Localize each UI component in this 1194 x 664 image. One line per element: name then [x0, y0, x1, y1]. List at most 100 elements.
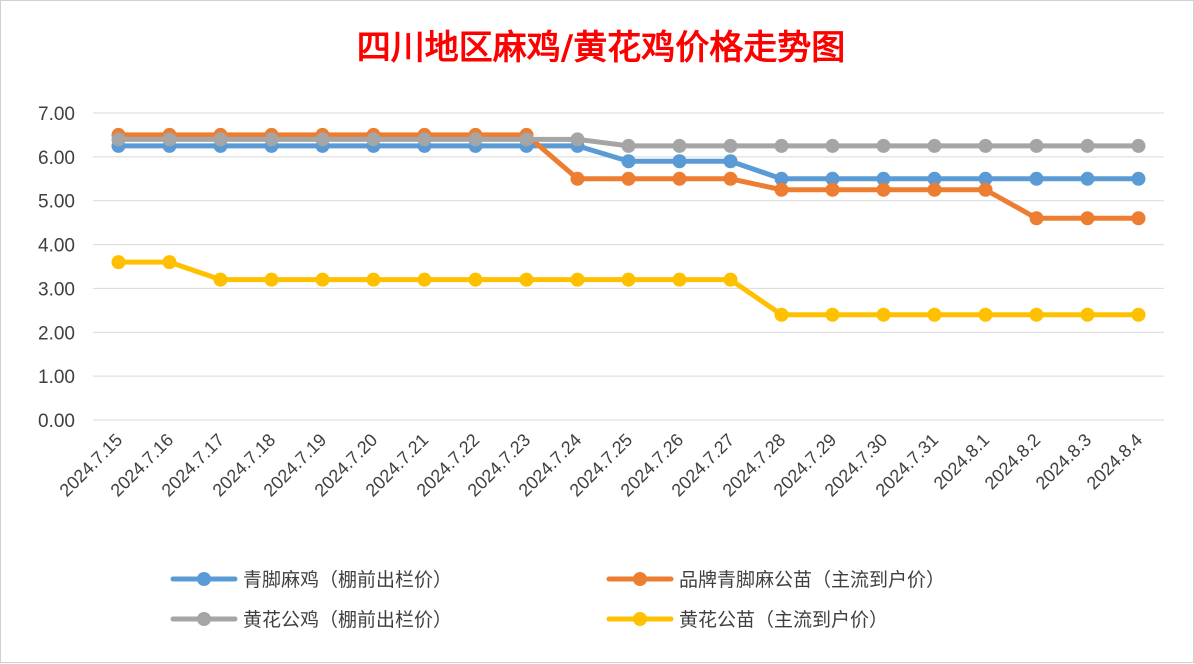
data-point: [876, 138, 891, 153]
data-point: [570, 132, 585, 147]
data-point: [774, 307, 789, 322]
legend-swatch-marker: [197, 612, 211, 626]
legend-item: 黄花公鸡（棚前出栏价）: [170, 609, 452, 631]
data-point: [825, 182, 840, 197]
legend-label: 品牌青脚麻公苗（主流到户价）: [679, 569, 945, 591]
data-point: [1131, 171, 1146, 186]
x-tick-label: 2024.8.2: [981, 430, 1045, 494]
series-3: [111, 132, 1146, 153]
series-lines: [111, 127, 1146, 322]
data-point: [672, 154, 687, 169]
data-point: [1029, 307, 1044, 322]
data-point: [723, 138, 738, 153]
series-4: [111, 255, 1146, 322]
y-tick-label: 6.00: [38, 148, 75, 169]
data-point: [1080, 171, 1095, 186]
data-point: [1029, 171, 1044, 186]
data-point: [1029, 211, 1044, 226]
data-point: [723, 171, 738, 186]
x-tick-label: 2024.8.4: [1083, 430, 1147, 494]
data-point: [213, 272, 228, 287]
data-point: [876, 307, 891, 322]
legend: 青脚麻鸡（棚前出栏价） 品牌青脚麻公苗（主流到户价） 黄花公鸡（棚前出栏价） 黄花公苗…: [170, 569, 945, 631]
data-point: [264, 132, 279, 147]
data-point: [162, 255, 177, 270]
data-point: [723, 272, 738, 287]
legend-label: 黄花公苗（主流到户价）: [679, 609, 888, 631]
data-point: [621, 272, 636, 287]
data-point: [1131, 138, 1146, 153]
data-point: [825, 171, 840, 186]
data-point: [468, 132, 483, 147]
data-point: [1080, 138, 1095, 153]
legend-swatch-marker: [633, 612, 647, 626]
data-point: [111, 255, 126, 270]
legend-item: 青脚麻鸡（棚前出栏价）: [170, 569, 452, 591]
data-point: [1080, 211, 1095, 226]
legend-swatch-marker: [197, 572, 211, 586]
data-point: [774, 171, 789, 186]
y-tick-label: 2.00: [38, 323, 75, 344]
data-point: [927, 182, 942, 197]
y-tick-label: 3.00: [38, 279, 75, 300]
data-point: [978, 171, 993, 186]
legend-swatch-marker: [633, 572, 647, 586]
data-point: [519, 132, 534, 147]
y-tick-label: 5.00: [38, 192, 75, 213]
legend-item: 黄花公苗（主流到户价）: [606, 609, 888, 631]
data-point: [927, 171, 942, 186]
data-point: [621, 171, 636, 186]
data-point: [876, 171, 891, 186]
data-point: [417, 272, 432, 287]
data-point: [723, 154, 738, 169]
data-point: [927, 138, 942, 153]
gridlines: [93, 112, 1164, 421]
data-point: [672, 171, 687, 186]
data-point: [315, 272, 330, 287]
data-point: [213, 132, 228, 147]
data-point: [774, 182, 789, 197]
data-point: [1131, 211, 1146, 226]
data-point: [1131, 307, 1146, 322]
data-point: [672, 138, 687, 153]
series-2: [111, 127, 1146, 226]
y-tick-label: 0.00: [38, 411, 75, 432]
data-point: [162, 132, 177, 147]
data-point: [1080, 307, 1095, 322]
data-point: [366, 132, 381, 147]
data-point: [315, 132, 330, 147]
data-point: [672, 272, 687, 287]
chart-title: 四川地区麻鸡/黄花鸡价格走势图: [357, 28, 845, 68]
data-point: [825, 138, 840, 153]
data-point: [774, 138, 789, 153]
data-point: [978, 138, 993, 153]
data-point: [570, 272, 585, 287]
y-tick-label: 1.00: [38, 367, 75, 388]
legend-label: 黄花公鸡（棚前出栏价）: [243, 609, 452, 631]
x-tick-label: 2024.8.1: [930, 430, 994, 494]
y-axis-ticks: 0.00 1.00 2.00 3.00 4.00 5.00 6.00 7.00: [38, 104, 75, 432]
data-point: [570, 171, 585, 186]
data-point: [621, 154, 636, 169]
data-point: [366, 272, 381, 287]
data-point: [264, 272, 279, 287]
data-point: [519, 272, 534, 287]
data-point: [927, 307, 942, 322]
data-point: [978, 182, 993, 197]
data-point: [825, 307, 840, 322]
data-point: [468, 272, 483, 287]
data-point: [111, 132, 126, 147]
data-point: [876, 182, 891, 197]
data-point: [417, 132, 432, 147]
y-tick-label: 4.00: [38, 236, 75, 257]
legend-label: 青脚麻鸡（棚前出栏价）: [243, 569, 452, 591]
legend-item: 品牌青脚麻公苗（主流到户价）: [606, 569, 945, 591]
data-point: [978, 307, 993, 322]
data-point: [621, 138, 636, 153]
x-tick-label: 2024.8.3: [1032, 430, 1096, 494]
x-axis-ticks: 2024.7.152024.7.162024.7.172024.7.182024…: [56, 430, 1147, 501]
data-point: [1029, 138, 1044, 153]
y-tick-label: 7.00: [38, 104, 75, 125]
